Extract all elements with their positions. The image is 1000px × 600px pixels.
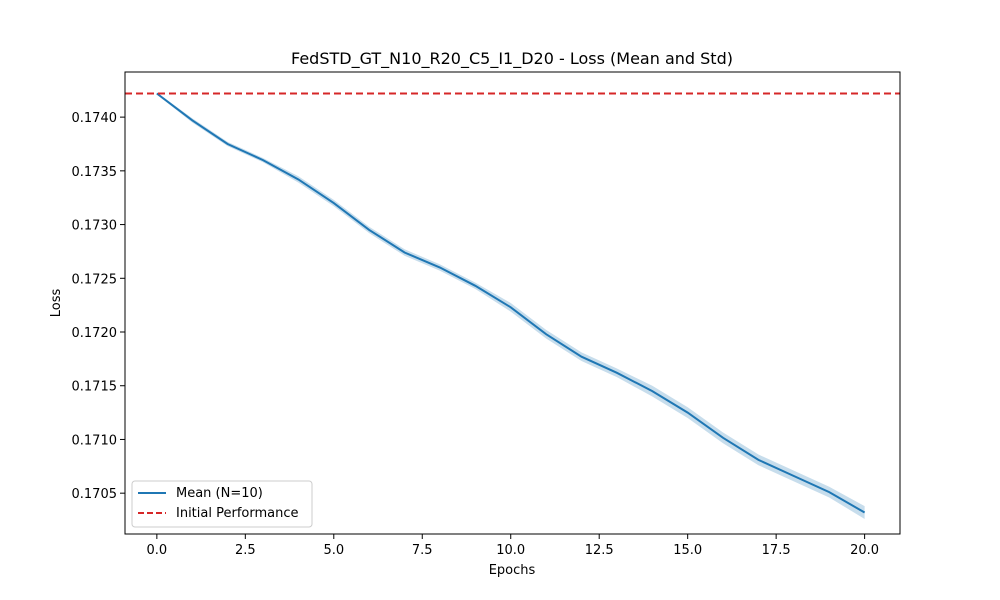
x-tick-label: 7.5 [412,543,433,558]
plot-frame [124,71,901,535]
x-tick-label: 0.0 [147,543,168,558]
x-tick-label: 5.0 [323,543,344,558]
legend-label-initial: Initial Performance [176,506,298,521]
x-tick-label: 15.0 [673,543,702,558]
x-tick-label: 10.0 [496,543,525,558]
series-line-layer [156,92,866,514]
x-tick-label: 2.5 [235,543,256,558]
chart-title: FedSTD_GT_N10_R20_C5_I1_D20 - Loss (Mean… [291,49,733,69]
y-axis: 0.1705 0.1710 0.1715 0.1720 0.1725 0.1730 0.17… [72,111,125,502]
y-tick-label: 0.1735 [72,165,118,180]
y-tick-label: 0.1730 [72,219,118,234]
mean-line [156,92,866,514]
y-tick-label: 0.1725 [72,272,118,287]
x-tick-label: 20.0 [850,543,879,558]
y-tick-label: 0.1705 [72,487,118,502]
y-tick-label: 0.1720 [72,326,118,341]
x-tick-label: 12.5 [585,543,614,558]
legend-box [131,480,313,528]
x-axis: 0.0 2.5 5.0 7.5 10.0 12.5 15.0 17.5 20.0 [147,534,879,558]
y-tick-label: 0.1740 [72,111,118,126]
x-axis-label: Epochs [489,563,536,578]
legend-label-mean: Mean (N=10) [176,486,263,501]
x-tick-label: 17.5 [762,543,791,558]
legend: Mean (N=10) Initial Performance [131,480,313,528]
y-tick-label: 0.1710 [72,433,118,448]
y-tick-label: 0.1715 [72,380,118,395]
y-axis-label: Loss [49,289,64,318]
